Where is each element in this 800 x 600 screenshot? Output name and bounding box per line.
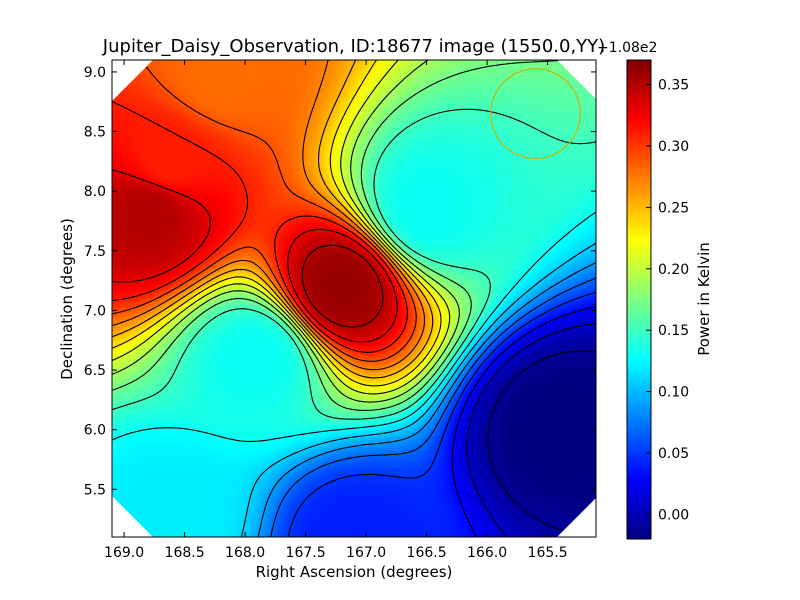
x-tick-label: 167.5: [286, 545, 326, 561]
colorbar: 0.00 0.05 0.10 0.15 0.20 0.25 0.30 0.35 +1.08e2…: [597, 40, 713, 540]
contour-line: [112, 60, 434, 379]
y-tick-label: 9.0: [84, 65, 106, 81]
y-tick-label: 7.0: [84, 303, 106, 319]
plot-frame: [111, 59, 597, 538]
contour-line: [112, 60, 567, 411]
chart-title: Jupiter_Daisy_Observation, ID:18677 imag…: [102, 36, 605, 57]
colorbar-tick-label: 0.05: [658, 446, 689, 462]
x-tick-label: 168.0: [225, 545, 265, 561]
y-axis-label: Declination (degrees): [58, 218, 76, 380]
y-tick-label: 6.5: [84, 363, 106, 379]
contour-line: [112, 60, 451, 395]
colorbar-label: Power in Kelvin: [695, 242, 713, 356]
y-tick-label: 8.5: [84, 125, 106, 141]
y-tick-label: 7.5: [84, 244, 106, 260]
colorbar-tick-label: 0.00: [658, 507, 689, 523]
x-tick-label: 169.0: [104, 545, 144, 561]
plot-area: [111, 59, 597, 538]
y-tick-label: 5.5: [84, 482, 106, 498]
colorbar-tick-label: 0.15: [658, 323, 689, 339]
y-tick-label: 6.0: [84, 423, 106, 439]
contour-line: [240, 242, 596, 537]
y-tick-label: 8.0: [84, 184, 106, 200]
contour-line: [112, 60, 460, 403]
x-tick-label: 167.0: [346, 545, 386, 561]
colorbar-tick-label: 0.25: [658, 200, 689, 216]
colorbar-ticks: 0.00 0.05 0.10 0.15 0.20 0.25 0.30 0.35: [646, 78, 689, 523]
x-tick-label: 165.5: [528, 545, 568, 561]
contour-line: [301, 244, 384, 328]
contour-line: [112, 169, 398, 343]
beam-circle: [490, 68, 581, 160]
colorbar-tick-label: 0.10: [658, 385, 689, 401]
x-tick-label: 166.0: [467, 545, 507, 561]
colorbar-tick-label: 0.20: [658, 262, 689, 278]
x-tick-label: 166.5: [407, 545, 447, 561]
contour-line: [112, 108, 596, 420]
contour-line: [112, 101, 408, 353]
colorbar-gradient: [627, 60, 651, 539]
x-axis: 169.0 168.5 168.0 167.5 167.0 166.5 166.0 165.5: [104, 60, 568, 561]
y-axis: 5.5 6.0 6.5 7.0 7.5 8.0 8.5 9.0: [84, 65, 596, 498]
contour-line: [451, 306, 596, 537]
colorbar-tick-label: 0.30: [658, 139, 689, 155]
colorbar-offset-text: +1.08e2: [597, 40, 657, 56]
contour-line: [112, 60, 442, 387]
colorbar-frame: [626, 59, 652, 540]
contour-line: [466, 323, 596, 537]
colorbar-tick-label: 0.35: [658, 78, 689, 94]
heatmap-image: [112, 60, 596, 537]
x-axis-label: Right Ascension (degrees): [256, 563, 453, 581]
contour-line: [257, 262, 596, 537]
contour-lines: [112, 60, 596, 537]
contour-line: [487, 350, 596, 535]
contour-line: [270, 277, 596, 537]
x-tick-label: 168.5: [165, 545, 205, 561]
contour-line: [112, 60, 426, 371]
